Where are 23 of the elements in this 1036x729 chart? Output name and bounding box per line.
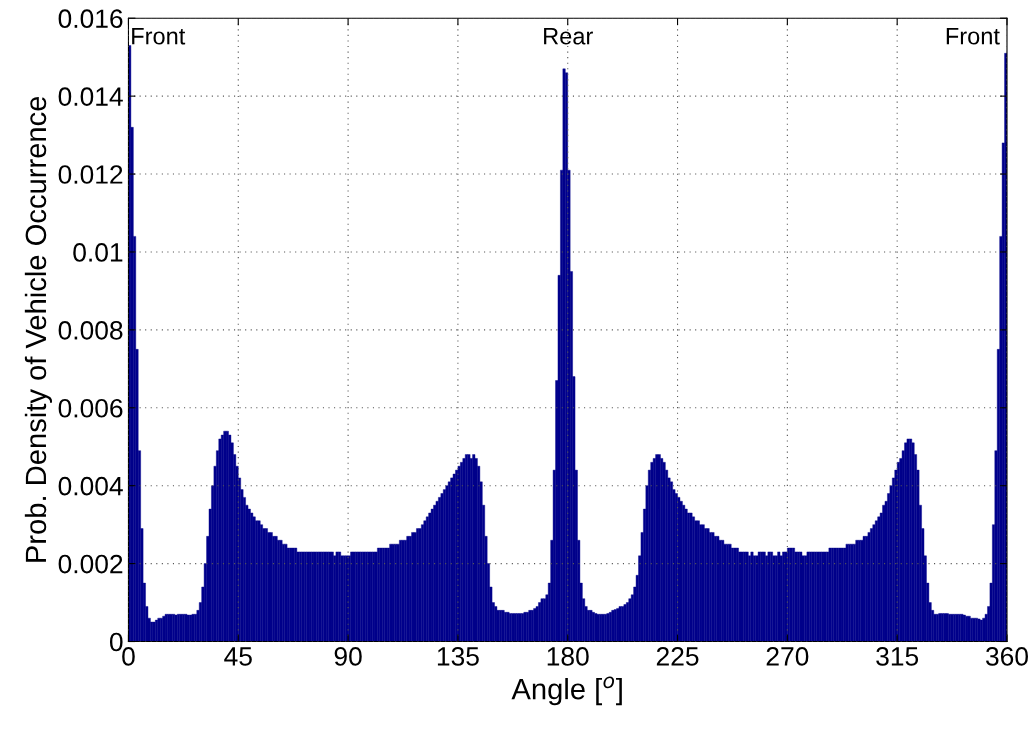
x-tick-label: 360 bbox=[985, 647, 1028, 666]
x-tick-label: 90 bbox=[334, 647, 362, 666]
y-tick-label: 0.002 bbox=[58, 554, 123, 574]
y-tick-label: 0.012 bbox=[58, 165, 123, 184]
x-tick-label: 135 bbox=[437, 647, 479, 666]
y-tick-label: 0.006 bbox=[58, 398, 123, 418]
y-tick-label: 0.014 bbox=[58, 87, 123, 106]
y-tick-label: 0.01 bbox=[73, 243, 123, 262]
x-tick-label: 315 bbox=[876, 647, 919, 666]
x-axis-title: Angle [$^{o}$] bbox=[511, 676, 622, 706]
annotation: Front bbox=[946, 28, 1000, 45]
x-tick-label: 270 bbox=[766, 647, 809, 666]
y-tick-label: 0 bbox=[109, 632, 123, 652]
y-tick-label: 0.004 bbox=[58, 476, 123, 496]
annotation: Front bbox=[132, 28, 186, 45]
annotation: Rear bbox=[544, 28, 593, 45]
x-tick-label: 180 bbox=[547, 647, 589, 666]
y-tick-label: 0.008 bbox=[58, 321, 123, 340]
y-axis-title: Prob. Density of Vehicle Occurrence bbox=[24, 96, 53, 562]
y-tick-label: 0.016 bbox=[58, 9, 123, 29]
x-tick-label: 225 bbox=[656, 647, 699, 666]
x-tick-label: 0 bbox=[122, 647, 135, 666]
x-tick-label: 45 bbox=[224, 647, 252, 666]
